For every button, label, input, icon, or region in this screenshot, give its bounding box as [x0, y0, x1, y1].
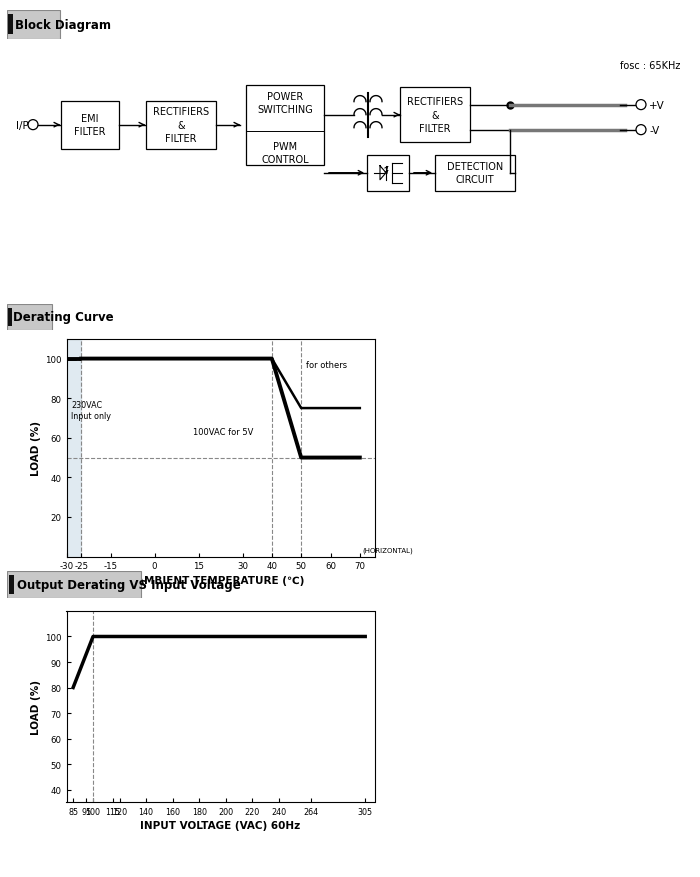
Circle shape: [636, 125, 646, 136]
Text: -V: -V: [649, 125, 659, 136]
Text: fosc : 65KHz: fosc : 65KHz: [620, 61, 680, 70]
Bar: [435, 155, 515, 191]
Text: DETECTION
CIRCUIT: DETECTION CIRCUIT: [447, 162, 503, 185]
X-axis label: AMBIENT TEMPERATURE (℃): AMBIENT TEMPERATURE (℃): [136, 575, 304, 585]
Y-axis label: LOAD (%): LOAD (%): [31, 421, 41, 475]
Bar: [7, 11, 60, 39]
Text: +V: +V: [649, 101, 665, 111]
Bar: [7, 304, 52, 331]
Text: Output Derating VS Input Voltage: Output Derating VS Input Voltage: [17, 579, 240, 591]
Bar: [146, 102, 216, 149]
Text: I/P: I/P: [15, 120, 29, 131]
Bar: [8, 309, 11, 326]
Y-axis label: LOAD (%): LOAD (%): [31, 680, 41, 734]
Text: 230VAC
Input only: 230VAC Input only: [71, 401, 111, 421]
Bar: [400, 88, 470, 143]
Text: RECTIFIERS
&
FILTER: RECTIFIERS & FILTER: [407, 97, 463, 133]
Text: PWM
CONTROL: PWM CONTROL: [261, 142, 309, 165]
Bar: [246, 85, 324, 166]
X-axis label: INPUT VOLTAGE (VAC) 60Hz: INPUT VOLTAGE (VAC) 60Hz: [141, 821, 300, 831]
Bar: [8, 15, 13, 35]
Text: (HORIZONTAL): (HORIZONTAL): [363, 546, 414, 553]
Text: for others: for others: [306, 360, 346, 369]
Text: Block Diagram: Block Diagram: [15, 18, 111, 32]
Circle shape: [28, 120, 38, 131]
Bar: [61, 102, 119, 149]
Bar: [8, 575, 14, 595]
Text: EMI
FILTER: EMI FILTER: [74, 114, 106, 137]
Bar: [7, 572, 141, 598]
Bar: [66, 339, 81, 557]
Bar: [367, 155, 409, 191]
Text: POWER
SWITCHING: POWER SWITCHING: [257, 92, 313, 115]
Text: Derating Curve: Derating Curve: [13, 311, 114, 324]
Text: RECTIFIERS
&
FILTER: RECTIFIERS & FILTER: [153, 107, 209, 144]
Text: 100VAC for 5V: 100VAC for 5V: [193, 428, 253, 437]
Circle shape: [636, 101, 646, 111]
